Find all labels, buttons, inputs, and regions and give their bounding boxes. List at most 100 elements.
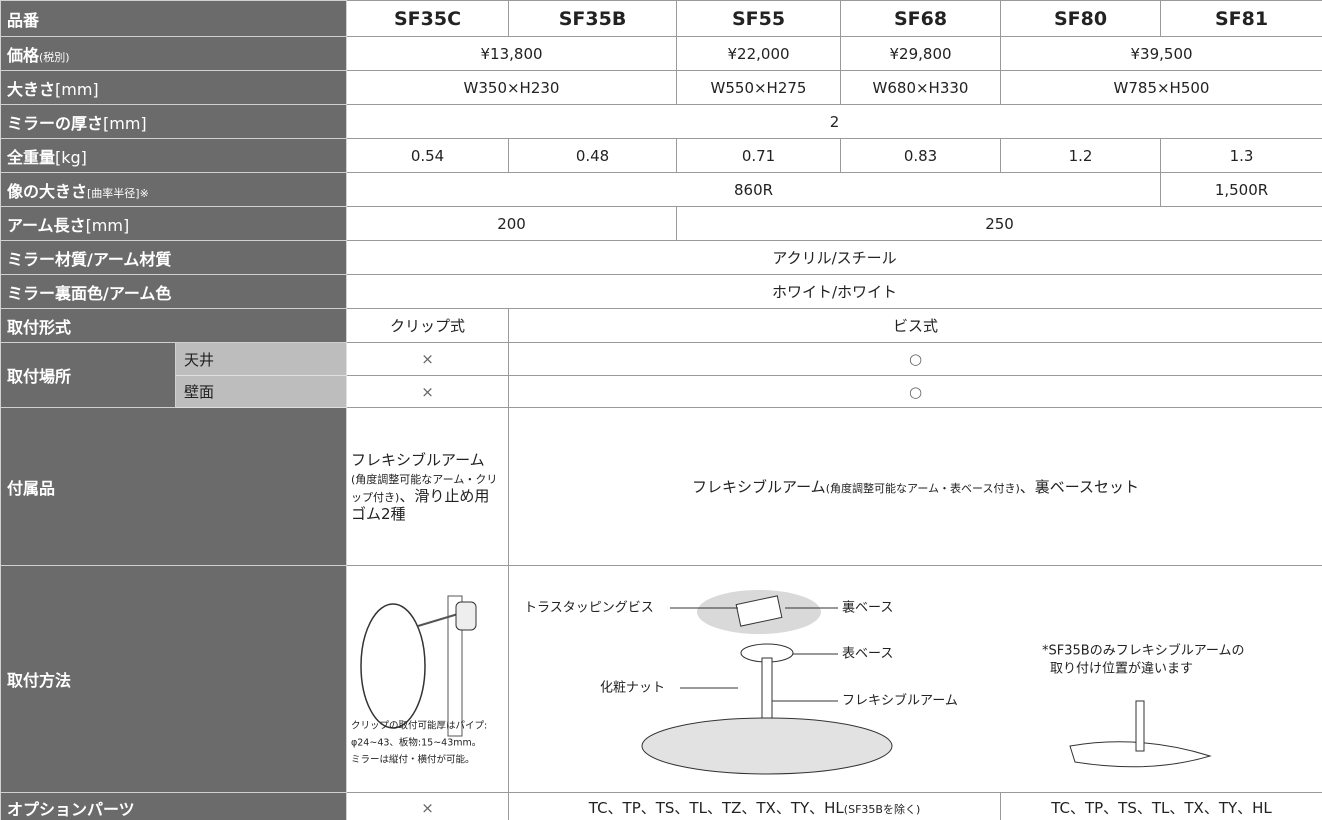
row: 取付場所 天井 × ○ <box>0 342 1322 408</box>
cell: 1.2 <box>1000 138 1162 173</box>
row: 像の大きさ[曲率半径]※ 860R 1,500R <box>0 172 1322 207</box>
row-label: ミラー裏面色/アーム色 <box>0 274 348 309</box>
label-note: (税別) <box>39 50 70 64</box>
note: φ24~43、板物:15~43mm。 <box>351 737 481 749</box>
part-label: トラスタッピングビス <box>524 601 654 616</box>
mirror <box>641 717 893 775</box>
model: SF35C <box>346 0 510 37</box>
cell: 1,500R <box>1160 172 1322 207</box>
side-note: *SF35Bのみフレキシブルアームの <box>1042 643 1245 659</box>
cell: クリップの取付可能厚はパイプ: φ24~43、板物:15~43mm。 ミラーは縦… <box>346 565 510 793</box>
cell: × <box>346 792 510 820</box>
cell: ¥22,000 <box>676 36 842 71</box>
row-label: 取付場所 <box>0 342 176 408</box>
part-label: 表ベース <box>842 647 893 662</box>
cell: × <box>346 375 510 408</box>
flex-arm <box>761 657 773 719</box>
note: (角度調整可能なアーム・表ベース付き) <box>825 482 1020 495</box>
cell: ビス式 <box>508 308 1322 343</box>
cell: 2 <box>346 104 1322 139</box>
text: フレキシブルアーム <box>351 450 485 469</box>
row: 価格(税別) ¥13,800 ¥22,000 ¥29,800 ¥39,500 <box>0 36 1322 71</box>
row-label: 取付形式 <box>0 308 348 343</box>
label-note: [kg] <box>55 147 87 167</box>
label: 全重量 <box>7 147 56 167</box>
cell: トラスタッピングビス 裏ベース 表ベース 化粧ナット フレキシブルアーム *SF… <box>508 565 1322 793</box>
note: ミラーは縦付・横付が可能。 <box>351 754 475 766</box>
row-label: ミラーの厚さ[mm] <box>0 104 348 139</box>
label-note: [曲率半径]※ <box>87 186 149 200</box>
note: (SF35Bを除く) <box>843 803 921 816</box>
note: (角度調整可能なアーム・クリップ付き) <box>351 472 498 504</box>
row-label: 価格(税別) <box>0 36 348 71</box>
model: SF35B <box>508 0 678 37</box>
note: クリップの取付可能厚はパイプ: <box>351 720 487 732</box>
part-label: 裏ベース <box>842 601 893 616</box>
cell: 0.48 <box>508 138 678 173</box>
model: SF55 <box>676 0 842 37</box>
label: 大きさ <box>7 79 56 99</box>
side-note: 取り付け位置が違います <box>1050 662 1193 677</box>
cell: フレキシブルアーム (角度調整可能なアーム・クリップ付き)、滑り止め用ゴム2種 <box>346 407 510 566</box>
side-mirror <box>1068 741 1212 768</box>
cell: アクリル/スチール <box>346 240 1322 275</box>
arm <box>417 613 458 627</box>
row: ミラー裏面色/アーム色 ホワイト/ホワイト <box>0 274 1322 309</box>
part-label: 化粧ナット <box>600 681 665 696</box>
text: 、裏ベースセット <box>1019 478 1139 496</box>
row-label: 像の大きさ[曲率半径]※ <box>0 172 348 207</box>
label: ミラーの厚さ <box>7 113 104 133</box>
screw-diagram: トラスタッピングビス 裏ベース 表ベース 化粧ナット フレキシブルアーム *SF… <box>524 590 1245 775</box>
text: フレキシブルアーム <box>692 478 826 496</box>
cell: ¥13,800 <box>346 36 678 71</box>
label: アーム長さ <box>7 215 86 235</box>
pipe <box>447 595 463 737</box>
header-label: 品番 <box>0 0 348 37</box>
model: SF68 <box>840 0 1002 37</box>
text: TC、TP、TS、TL、TZ、TX、TY、HL <box>588 799 844 817</box>
cell: クリップ式 <box>346 308 510 343</box>
text: 、滑り止め用ゴム2種 <box>351 486 490 523</box>
cell: W680×H330 <box>840 70 1002 105</box>
cell: 0.54 <box>346 138 510 173</box>
row-label: 取付方法 <box>0 565 348 793</box>
label-note: [mm] <box>55 79 99 99</box>
row-label: アーム長さ[mm] <box>0 206 348 241</box>
cell: 0.71 <box>676 138 842 173</box>
row-label: 大きさ[mm] <box>0 70 348 105</box>
row-label: 付属品 <box>0 407 348 566</box>
row: オプションパーツ × TC、TP、TS、TL、TZ、TX、TY、HL(SF35B… <box>0 792 1322 820</box>
cell: × <box>346 342 510 376</box>
cell: フレキシブルアーム(角度調整可能なアーム・表ベース付き)、裏ベースセット <box>508 407 1322 566</box>
cell: TC、TP、TS、TL、TX、TY、HL <box>1000 792 1322 820</box>
cell: ○ <box>508 375 1322 408</box>
sub-label: 壁面 <box>174 375 348 408</box>
row-label: 全重量[kg] <box>0 138 348 173</box>
row-label: オプションパーツ <box>0 792 348 820</box>
clip <box>455 601 477 631</box>
cell: ¥29,800 <box>840 36 1002 71</box>
cell: ○ <box>508 342 1322 376</box>
row: ミラーの厚さ[mm] 2 <box>0 104 1322 139</box>
cell: TC、TP、TS、TL、TZ、TX、TY、HL(SF35Bを除く) <box>508 792 1002 820</box>
label-note: [mm] <box>103 113 147 133</box>
cell: 860R <box>346 172 1162 207</box>
part-label: フレキシブルアーム <box>842 693 958 709</box>
row: アーム長さ[mm] 200 250 <box>0 206 1322 241</box>
row: 大きさ[mm] W350×H230 W550×H275 W680×H330 W7… <box>0 70 1322 105</box>
header-row: 品番 SF35C SF35B SF55 SF68 SF80 SF81 <box>0 0 1322 37</box>
cell: ホワイト/ホワイト <box>346 274 1322 309</box>
cell: 250 <box>676 206 1322 241</box>
cell: W785×H500 <box>1000 70 1322 105</box>
cell: W350×H230 <box>346 70 678 105</box>
mirror <box>359 603 426 729</box>
side-arm <box>1135 700 1145 752</box>
back-base <box>735 595 782 627</box>
clip-diagram: クリップの取付可能厚はパイプ: φ24~43、板物:15~43mm。 ミラーは縦… <box>351 595 487 766</box>
row: 全重量[kg] 0.54 0.48 0.71 0.83 1.2 1.3 <box>0 138 1322 173</box>
row: 付属品 フレキシブルアーム (角度調整可能なアーム・クリップ付き)、滑り止め用ゴム… <box>0 407 1322 566</box>
cell: ¥39,500 <box>1000 36 1322 71</box>
label: 像の大きさ <box>7 181 88 201</box>
model: SF81 <box>1160 0 1322 37</box>
